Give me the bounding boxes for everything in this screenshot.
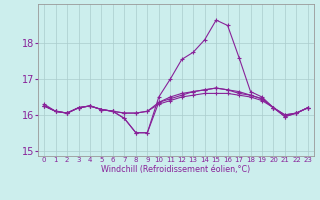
X-axis label: Windchill (Refroidissement éolien,°C): Windchill (Refroidissement éolien,°C) — [101, 165, 251, 174]
